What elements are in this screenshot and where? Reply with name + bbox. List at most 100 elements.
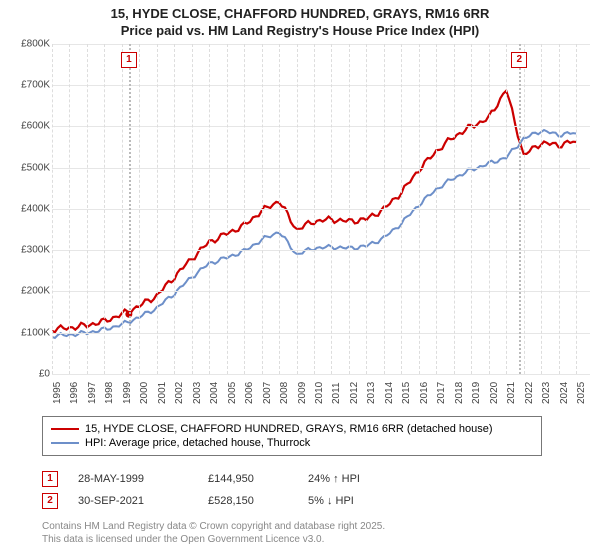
marker-box: 1 — [121, 52, 137, 68]
x-tick-label: 2003 — [192, 382, 203, 404]
gridline-vertical — [52, 44, 53, 374]
gridline-vertical — [331, 44, 332, 374]
gridline-horizontal — [52, 291, 590, 292]
gridline-vertical — [297, 44, 298, 374]
marker-line — [519, 44, 521, 374]
gridline-vertical — [541, 44, 542, 374]
transaction-marker: 2 — [42, 493, 58, 509]
x-axis: 1995 1996 1997 1998 1999 2000 2001 2002 2003 2004… — [52, 374, 590, 414]
footnote-line-2: This data is licensed under the Open Gov… — [42, 534, 324, 545]
x-tick-label: 2004 — [209, 382, 220, 404]
x-tick-label: 2009 — [297, 382, 308, 404]
transaction-date: 30-SEP-2021 — [78, 495, 208, 507]
x-tick-label: 2023 — [541, 382, 552, 404]
legend-swatch — [51, 442, 79, 444]
gridline-horizontal — [52, 250, 590, 251]
gridline-vertical — [104, 44, 105, 374]
gridline-vertical — [174, 44, 175, 374]
transactions-table: 1 28-MAY-1999£144,95024% ↑ HPI 2 30-SEP-202… — [42, 468, 408, 512]
legend-row: HPI: Average price, detached house, Thur… — [51, 436, 533, 450]
x-tick-label: 1996 — [69, 382, 80, 404]
x-tick-label: 2013 — [366, 382, 377, 404]
gridline-vertical — [87, 44, 88, 374]
gridline-vertical — [506, 44, 507, 374]
title-line-2: Price paid vs. HM Land Registry's House … — [121, 23, 480, 38]
y-axis: £0£100K£200K£300K£400K£500K£600K£700K£80… — [10, 44, 52, 374]
transaction-row: 2 30-SEP-2021£528,1505% ↓ HPI — [42, 490, 408, 512]
x-tick-label: 2011 — [331, 382, 342, 404]
gridline-vertical — [262, 44, 263, 374]
gridline-vertical — [227, 44, 228, 374]
y-tick-label: £300K — [21, 245, 50, 256]
legend-swatch — [51, 428, 79, 430]
gridline-horizontal — [52, 168, 590, 169]
gridline-vertical — [349, 44, 350, 374]
gridline-vertical — [192, 44, 193, 374]
x-tick-label: 2010 — [314, 382, 325, 404]
gridline-vertical — [139, 44, 140, 374]
x-tick-label: 2016 — [419, 382, 430, 404]
gridline-vertical — [69, 44, 70, 374]
y-tick-label: £100K — [21, 327, 50, 338]
marker-box: 2 — [511, 52, 527, 68]
x-tick-label: 2006 — [244, 382, 255, 404]
gridline-horizontal — [52, 209, 590, 210]
transaction-date: 28-MAY-1999 — [78, 473, 208, 485]
gridline-vertical — [157, 44, 158, 374]
title-line-1: 15, HYDE CLOSE, CHAFFORD HUNDRED, GRAYS,… — [111, 6, 490, 21]
gridline-horizontal — [52, 85, 590, 86]
gridline-vertical — [524, 44, 525, 374]
y-tick-label: £400K — [21, 203, 50, 214]
y-tick-label: £600K — [21, 121, 50, 132]
gridline-vertical — [436, 44, 437, 374]
transaction-row: 1 28-MAY-1999£144,95024% ↑ HPI — [42, 468, 408, 490]
gridline-vertical — [384, 44, 385, 374]
footnote-line-1: Contains HM Land Registry data © Crown c… — [42, 521, 385, 532]
x-tick-label: 1998 — [104, 382, 115, 404]
y-tick-label: £200K — [21, 286, 50, 297]
gridline-vertical — [209, 44, 210, 374]
gridline-vertical — [576, 44, 577, 374]
chart-area: £0£100K£200K£300K£400K£500K£600K£700K£80… — [10, 44, 590, 414]
x-tick-label: 2019 — [471, 382, 482, 404]
transaction-hpi: 5% ↓ HPI — [308, 495, 408, 507]
x-tick-label: 2022 — [524, 382, 535, 404]
x-tick-label: 2025 — [576, 382, 587, 404]
x-tick-label: 1997 — [87, 382, 98, 404]
gridline-vertical — [471, 44, 472, 374]
legend-label: 15, HYDE CLOSE, CHAFFORD HUNDRED, GRAYS,… — [85, 423, 493, 435]
transaction-marker: 1 — [42, 471, 58, 487]
x-tick-label: 2021 — [506, 382, 517, 404]
x-tick-label: 2008 — [279, 382, 290, 404]
y-tick-label: £0 — [39, 368, 50, 379]
x-tick-label: 2005 — [227, 382, 238, 404]
x-tick-label: 2024 — [559, 382, 570, 404]
chart-container: 15, HYDE CLOSE, CHAFFORD HUNDRED, GRAYS,… — [0, 0, 600, 560]
footnote: Contains HM Land Registry data © Crown c… — [42, 520, 385, 546]
y-tick-label: £700K — [21, 80, 50, 91]
x-tick-label: 2017 — [436, 382, 447, 404]
x-tick-label: 2007 — [262, 382, 273, 404]
plot-area: 12 — [52, 44, 590, 374]
gridline-vertical — [401, 44, 402, 374]
gridline-vertical — [244, 44, 245, 374]
transaction-price: £144,950 — [208, 473, 308, 485]
gridline-horizontal — [52, 126, 590, 127]
gridline-vertical — [419, 44, 420, 374]
chart-title: 15, HYDE CLOSE, CHAFFORD HUNDRED, GRAYS,… — [0, 0, 600, 40]
x-tick-label: 2012 — [349, 382, 360, 404]
gridline-vertical — [366, 44, 367, 374]
x-tick-label: 1999 — [122, 382, 133, 404]
gridline-vertical — [559, 44, 560, 374]
legend-label: HPI: Average price, detached house, Thur… — [85, 437, 310, 449]
x-tick-label: 2000 — [139, 382, 150, 404]
x-tick-label: 1995 — [52, 382, 63, 404]
legend: 15, HYDE CLOSE, CHAFFORD HUNDRED, GRAYS,… — [42, 416, 542, 456]
y-tick-label: £800K — [21, 38, 50, 49]
x-tick-label: 2002 — [174, 382, 185, 404]
transaction-hpi: 24% ↑ HPI — [308, 473, 408, 485]
gridline-vertical — [314, 44, 315, 374]
x-tick-label: 2015 — [401, 382, 412, 404]
transaction-price: £528,150 — [208, 495, 308, 507]
x-tick-label: 2001 — [157, 382, 168, 404]
